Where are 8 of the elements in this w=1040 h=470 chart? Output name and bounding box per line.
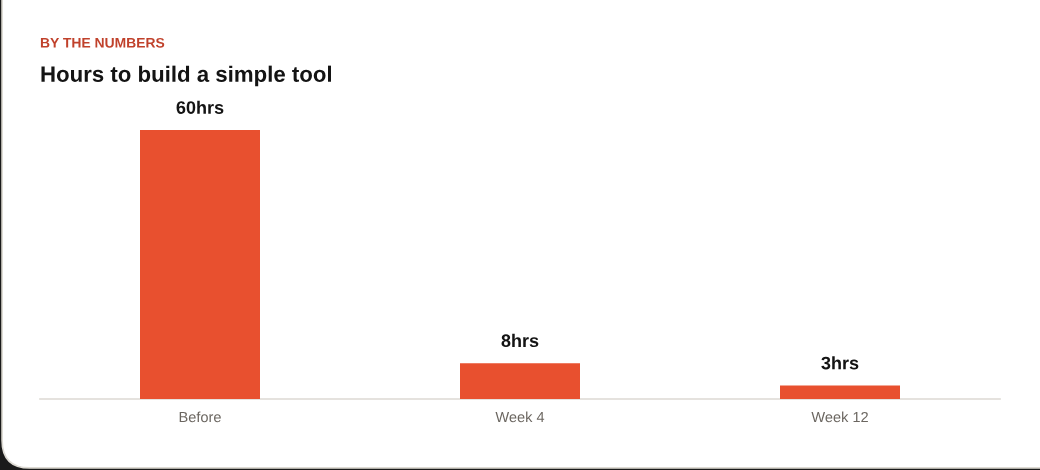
chart-subtitle: BY THE NUMBERS [40, 37, 165, 48]
chart-title: Hours to build a simple tool [41, 65, 332, 87]
x-tick-label: Week 12 [811, 411, 868, 423]
x-tick-label: Week 4 [495, 411, 545, 423]
x-tick-label: Before [179, 411, 221, 423]
data-label: 8hrs [501, 333, 539, 348]
data-label: 3hrs [821, 356, 859, 370]
data-label: 60hrs [176, 100, 224, 114]
